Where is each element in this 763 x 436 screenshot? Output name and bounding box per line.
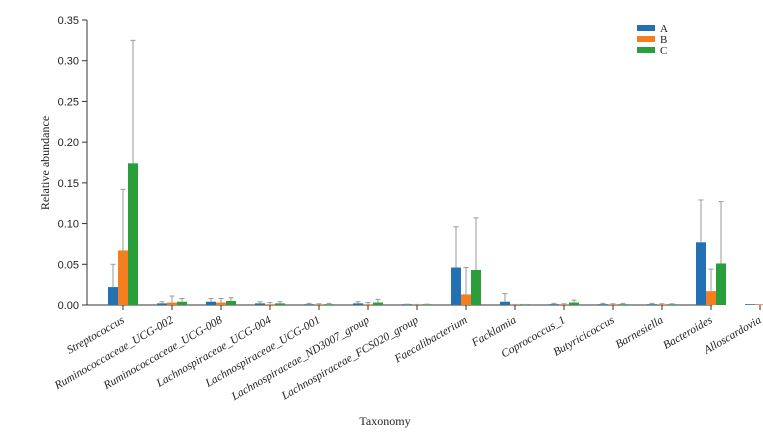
x-axis-title: Taxonomy [359,414,410,428]
y-axis-title: Relative abundance [38,116,52,210]
bar-B-1 [167,302,177,305]
bar-B-9 [559,304,569,305]
y-axis: 0.00 0.05 0.10 0.15 0.20 0.25 0.30 0.35 [58,15,88,312]
bar-B-10 [608,304,618,305]
bar-A-4 [304,304,314,305]
bars [108,39,763,305]
bar-C-12 [716,263,726,305]
y-tick-label: 0.25 [58,96,79,108]
bar-C-0 [128,163,138,305]
bar-A-13 [745,304,755,305]
y-tick-label: 0.00 [58,300,79,312]
y-tick-label: 0.30 [58,56,79,68]
bar-A-12 [696,242,706,305]
bar-B-2 [216,302,226,305]
legend-label-C: C [660,45,667,57]
bar-C-2 [226,300,236,305]
legend: ABC [637,23,668,57]
y-tick-label: 0.05 [58,259,79,271]
bar-B-4 [314,304,324,305]
bar-C-7 [471,269,481,305]
bar-B-5 [363,304,373,305]
bar-C-11 [667,304,677,305]
legend-label-A: A [660,23,668,35]
bar-C-10 [618,304,628,305]
legend-label-B: B [660,34,667,46]
bar-A-8 [500,301,510,305]
bar-B-3 [265,304,275,305]
y-tick-label: 0.10 [58,219,79,231]
legend-swatch-C [637,47,655,53]
bar-A-11 [647,304,657,305]
y-tick-label: 0.35 [58,15,79,27]
bar-B-11 [657,304,667,305]
bar-A-7 [451,267,461,305]
bar-B-0 [118,250,128,305]
bar-A-9 [549,304,559,305]
bar-B-12 [706,291,716,305]
bar-C-4 [324,304,334,305]
y-tick-label: 0.20 [58,137,79,149]
bar-C-5 [373,302,383,305]
legend-swatch-A [637,25,655,31]
legend-swatch-B [637,36,655,42]
bar-A-0 [108,287,118,305]
bar-B-7 [461,294,471,305]
x-axis: StreptococcusRuminococcaceae_UCG-002Rumi… [52,304,763,403]
bar-A-1 [157,303,167,305]
x-tick-label: Barnesiella [614,314,666,351]
bar-B-13 [755,304,763,305]
y-tick-label: 0.15 [58,178,79,190]
bar-A-2 [206,301,216,305]
bar-A-10 [598,304,608,305]
bar-C-1 [177,301,187,305]
bar-A-3 [255,303,265,305]
bar-C-3 [275,303,285,305]
bar-A-5 [353,303,363,305]
bar-C-9 [569,302,579,305]
